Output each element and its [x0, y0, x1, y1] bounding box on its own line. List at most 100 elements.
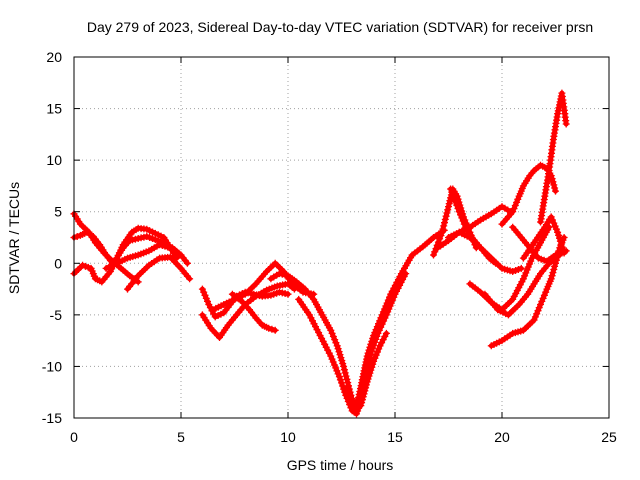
data-point-marker [382, 329, 390, 337]
data-point-marker [381, 333, 389, 340]
data-point-marker [539, 294, 547, 302]
data-point-marker [379, 336, 387, 344]
data-point-marker [510, 205, 518, 213]
data-point-marker [376, 342, 384, 350]
data-point-marker [268, 325, 276, 333]
data-point-marker [338, 357, 346, 364]
data-point-marker [430, 251, 437, 259]
x-tick-label: 15 [387, 429, 403, 445]
data-point-marker [530, 316, 538, 324]
data-point-marker [385, 305, 393, 313]
data-point-marker [368, 347, 375, 355]
series-track-21 [537, 89, 570, 226]
data-point-marker [431, 248, 439, 256]
data-point-marker [533, 310, 541, 318]
data-point-marker [343, 375, 351, 383]
y-tick-label: 5 [54, 204, 62, 220]
series-track-5 [102, 241, 183, 272]
data-point-marker [549, 269, 557, 277]
tick-layer: 0 5 10 15 20 25 -15 -10 -5 0 5 10 15 20 [42, 49, 617, 445]
data-point-marker [321, 340, 329, 348]
data-point-marker [512, 290, 520, 297]
grid-layer [74, 57, 609, 418]
series-track-22 [509, 223, 559, 265]
y-tick-label: 10 [46, 152, 62, 168]
data-point-marker [378, 339, 386, 347]
data-point-marker [450, 195, 458, 203]
data-point-marker [341, 369, 349, 377]
data-point-marker [454, 205, 462, 212]
data-point-marker [364, 375, 372, 383]
chart-title: Day 279 of 2023, Sidereal Day-to-day VTE… [87, 19, 593, 35]
data-point-marker [552, 259, 559, 267]
series-track-20 [498, 161, 559, 228]
data-point-marker [562, 120, 570, 128]
data-point-marker [360, 390, 368, 398]
data-point-marker [438, 228, 446, 236]
data-point-marker [362, 381, 370, 389]
data-point-marker [271, 326, 279, 334]
data-point-marker [453, 201, 461, 209]
data-point-marker [557, 240, 565, 248]
data-point-marker [333, 367, 341, 375]
data-point-marker [535, 304, 543, 312]
y-tick-label: -5 [50, 307, 63, 323]
data-point-marker [396, 281, 404, 289]
data-point-marker [339, 382, 347, 390]
data-point-marker [458, 214, 466, 222]
data-point-marker [513, 198, 521, 206]
data-point-marker [335, 373, 343, 381]
data-point-marker [551, 222, 559, 230]
data-point-marker [202, 294, 210, 302]
plot-frame [73, 56, 610, 419]
data-point-marker [534, 307, 542, 315]
data-point-marker [307, 314, 315, 322]
data-point-marker [329, 333, 337, 340]
data-point-marker [549, 178, 557, 186]
data-point-marker [366, 353, 374, 361]
y-tick-label: 20 [46, 49, 62, 65]
data-point-marker [375, 326, 383, 334]
x-tick-label: 25 [601, 429, 617, 445]
data-point-marker [547, 213, 555, 221]
data-point-marker [550, 266, 558, 273]
data-point-marker [447, 185, 455, 193]
data-point-marker [380, 317, 388, 325]
data-point-marker [538, 297, 546, 305]
x-tick-label: 20 [494, 429, 510, 445]
x-tick-label: 0 [70, 429, 78, 445]
data-point-marker [540, 291, 548, 299]
x-axis-label: GPS time / hours [287, 457, 394, 473]
data-point-marker [329, 358, 337, 366]
data-point-marker [338, 379, 345, 387]
data-point-marker [516, 281, 524, 289]
data-point-marker [340, 362, 348, 370]
data-point-marker [200, 288, 208, 296]
data-point-marker [393, 287, 400, 295]
data-point-marker [550, 219, 558, 227]
data-point-marker [442, 212, 450, 220]
data-point-marker [186, 275, 194, 283]
data-point-marker [551, 262, 559, 270]
data-point-marker [372, 351, 380, 359]
data-point-marker [368, 363, 376, 371]
data-point-marker [399, 276, 407, 283]
data-point-marker [336, 376, 344, 384]
data-point-marker [378, 320, 386, 328]
data-point-marker [201, 291, 209, 299]
data-point-marker [374, 329, 382, 337]
data-point-marker [560, 249, 568, 257]
data-point-marker [522, 269, 530, 277]
data-point-marker [205, 301, 213, 308]
y-axis-label: SDTVAR / TECUs [6, 182, 22, 294]
series-track-8 [209, 259, 318, 314]
x-tick-label: 5 [177, 429, 185, 445]
data-point-marker [542, 288, 550, 296]
data-point-marker [519, 275, 527, 283]
series-track-19 [487, 234, 568, 350]
series-track-23 [519, 213, 568, 262]
data-point-marker [554, 228, 562, 236]
data-point-marker [448, 188, 456, 196]
data-point-marker [457, 211, 464, 219]
